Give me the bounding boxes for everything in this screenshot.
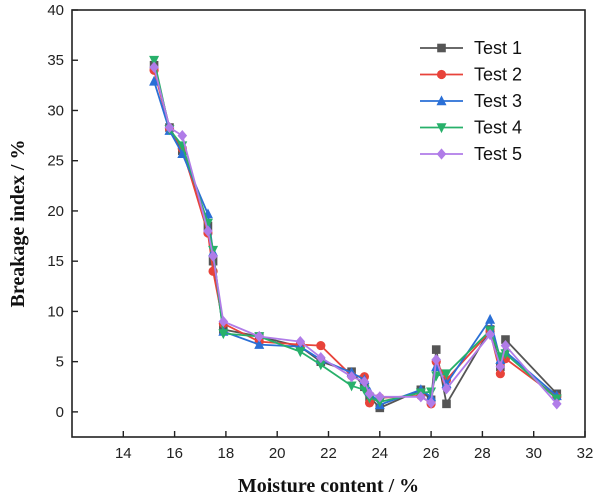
y-tick-label: 5 [56,354,64,371]
data-point [149,75,160,86]
data-point [416,391,426,403]
data-point [501,335,510,344]
data-point [218,315,229,328]
data-point [426,387,437,398]
series-5 [149,61,562,410]
data-point [203,225,213,237]
data-point [315,360,326,371]
x-tick-label: 28 [474,445,491,462]
data-point [177,129,188,142]
data-point [495,369,505,379]
y-axis-title: Breakage index / % [7,140,29,308]
x-ticks: 14 16 18 20 22 24 26 28 30 32 [115,431,593,462]
legend-marker [437,43,446,53]
legend-marker [436,148,447,160]
y-tick-label: 40 [47,2,64,19]
x-tick-label: 18 [218,445,235,462]
data-point [316,352,326,364]
data-point [485,328,495,341]
data-point [208,250,218,262]
data-point [359,376,370,388]
x-tick-label: 14 [115,445,132,462]
data-point [441,369,452,380]
legend-label: Test 3 [474,91,522,111]
series-layer [149,55,562,413]
y-tick-label: 15 [47,253,64,270]
data-point [346,371,357,383]
x-tick-label: 30 [525,445,542,462]
x-tick-label: 20 [269,445,286,462]
data-point [375,391,385,403]
y-tick-label: 0 [56,404,64,421]
data-point [295,335,306,348]
data-point [442,399,451,409]
x-tick-label: 22 [320,445,337,462]
legend-label: Test 4 [474,118,522,138]
legend-item: Test 2 [420,65,522,85]
y-tick-label: 20 [47,203,64,220]
legend-label: Test 1 [474,38,522,58]
data-point [431,345,441,354]
data-point [500,339,511,352]
legend-item: Test 3 [420,91,522,111]
legend-item: Test 5 [420,144,522,164]
x-axis-title: Moisture content / % [238,475,419,497]
data-point [485,313,496,324]
data-point [254,330,265,343]
data-point [346,381,357,392]
legend-label: Test 2 [474,65,522,85]
data-point [551,398,562,410]
data-point [149,55,160,66]
x-tick-label: 24 [371,445,388,462]
data-point [295,347,306,358]
data-point [254,338,265,349]
data-point [441,383,452,395]
data-point [316,340,326,351]
data-point [374,397,385,408]
data-point [364,388,375,400]
data-point [431,354,442,366]
legend-marker [436,95,447,106]
data-point [218,329,229,340]
legend-marker [436,69,447,80]
legend-item: Test 4 [420,118,522,138]
legend: Test 1 Test 2 Test 3 Test 4 Test 5 [420,38,522,164]
x-tick-label: 16 [166,445,183,462]
legend-label: Test 5 [474,144,522,164]
data-point [426,397,436,409]
data-point [500,349,511,360]
y-tick-label: 25 [47,153,64,170]
y-tick-label: 10 [47,303,64,320]
y-tick-label: 35 [47,52,64,69]
legend-item: Test 1 [420,38,522,58]
data-point [149,61,159,73]
y-ticks: 0 5 10 15 20 25 30 35 40 [47,2,78,421]
x-tick-label: 32 [577,445,594,462]
y-tick-label: 30 [47,102,64,119]
data-point [495,361,506,373]
data-point [164,121,175,134]
x-tick-label: 26 [423,445,440,462]
legend-marker [436,123,447,134]
